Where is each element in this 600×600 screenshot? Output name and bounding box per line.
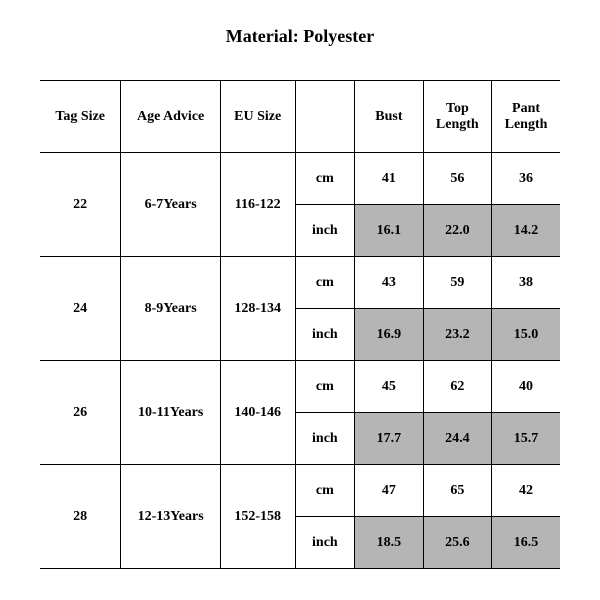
cell-eu: 128-134 (220, 257, 295, 361)
cell-eu: 116-122 (220, 153, 295, 257)
cell-top: 22.0 (423, 205, 491, 257)
cell-pant: 42 (492, 465, 560, 517)
col-bust: Bust (355, 81, 423, 153)
col-pant-length: Pant Length (492, 81, 560, 153)
page-title: Material: Polyester (0, 26, 600, 47)
table-row: 26 10-11Years 140-146 cm 45 62 40 (40, 361, 560, 413)
cell-bust: 17.7 (355, 413, 423, 465)
cell-age: 12-13Years (121, 465, 221, 569)
cell-pant: 16.5 (492, 517, 560, 569)
cell-age: 6-7Years (121, 153, 221, 257)
cell-top: 23.2 (423, 309, 491, 361)
cell-pant: 40 (492, 361, 560, 413)
size-table: Tag Size Age Advice EU Size Bust Top Len… (40, 80, 560, 569)
cell-top: 59 (423, 257, 491, 309)
cell-pant: 36 (492, 153, 560, 205)
col-age-advice: Age Advice (121, 81, 221, 153)
cell-top: 25.6 (423, 517, 491, 569)
cell-tag-size: 26 (40, 361, 121, 465)
col-top-length: Top Length (423, 81, 491, 153)
table-header-row: Tag Size Age Advice EU Size Bust Top Len… (40, 81, 560, 153)
size-table-container: Tag Size Age Advice EU Size Bust Top Len… (40, 80, 560, 569)
cell-eu: 140-146 (220, 361, 295, 465)
cell-eu: 152-158 (220, 465, 295, 569)
cell-bust: 16.9 (355, 309, 423, 361)
cell-unit-inch: inch (295, 517, 355, 569)
cell-pant: 14.2 (492, 205, 560, 257)
cell-pant: 15.7 (492, 413, 560, 465)
cell-tag-size: 22 (40, 153, 121, 257)
cell-unit-cm: cm (295, 257, 355, 309)
cell-tag-size: 24 (40, 257, 121, 361)
cell-bust: 47 (355, 465, 423, 517)
table-row: 22 6-7Years 116-122 cm 41 56 36 (40, 153, 560, 205)
cell-bust: 41 (355, 153, 423, 205)
cell-unit-inch: inch (295, 205, 355, 257)
cell-top: 65 (423, 465, 491, 517)
col-eu-size: EU Size (220, 81, 295, 153)
cell-unit-cm: cm (295, 465, 355, 517)
cell-bust: 18.5 (355, 517, 423, 569)
cell-age: 10-11Years (121, 361, 221, 465)
cell-unit-inch: inch (295, 413, 355, 465)
cell-top: 24.4 (423, 413, 491, 465)
cell-tag-size: 28 (40, 465, 121, 569)
table-row: 24 8-9Years 128-134 cm 43 59 38 (40, 257, 560, 309)
col-unit (295, 81, 355, 153)
cell-top: 56 (423, 153, 491, 205)
cell-age: 8-9Years (121, 257, 221, 361)
cell-bust: 43 (355, 257, 423, 309)
cell-unit-inch: inch (295, 309, 355, 361)
table-body: 22 6-7Years 116-122 cm 41 56 36 inch 16.… (40, 153, 560, 569)
cell-pant: 38 (492, 257, 560, 309)
cell-unit-cm: cm (295, 361, 355, 413)
cell-top: 62 (423, 361, 491, 413)
page: Material: Polyester Tag Size Age Advice … (0, 0, 600, 600)
col-tag-size: Tag Size (40, 81, 121, 153)
cell-unit-cm: cm (295, 153, 355, 205)
cell-bust: 16.1 (355, 205, 423, 257)
cell-bust: 45 (355, 361, 423, 413)
table-row: 28 12-13Years 152-158 cm 47 65 42 (40, 465, 560, 517)
cell-pant: 15.0 (492, 309, 560, 361)
